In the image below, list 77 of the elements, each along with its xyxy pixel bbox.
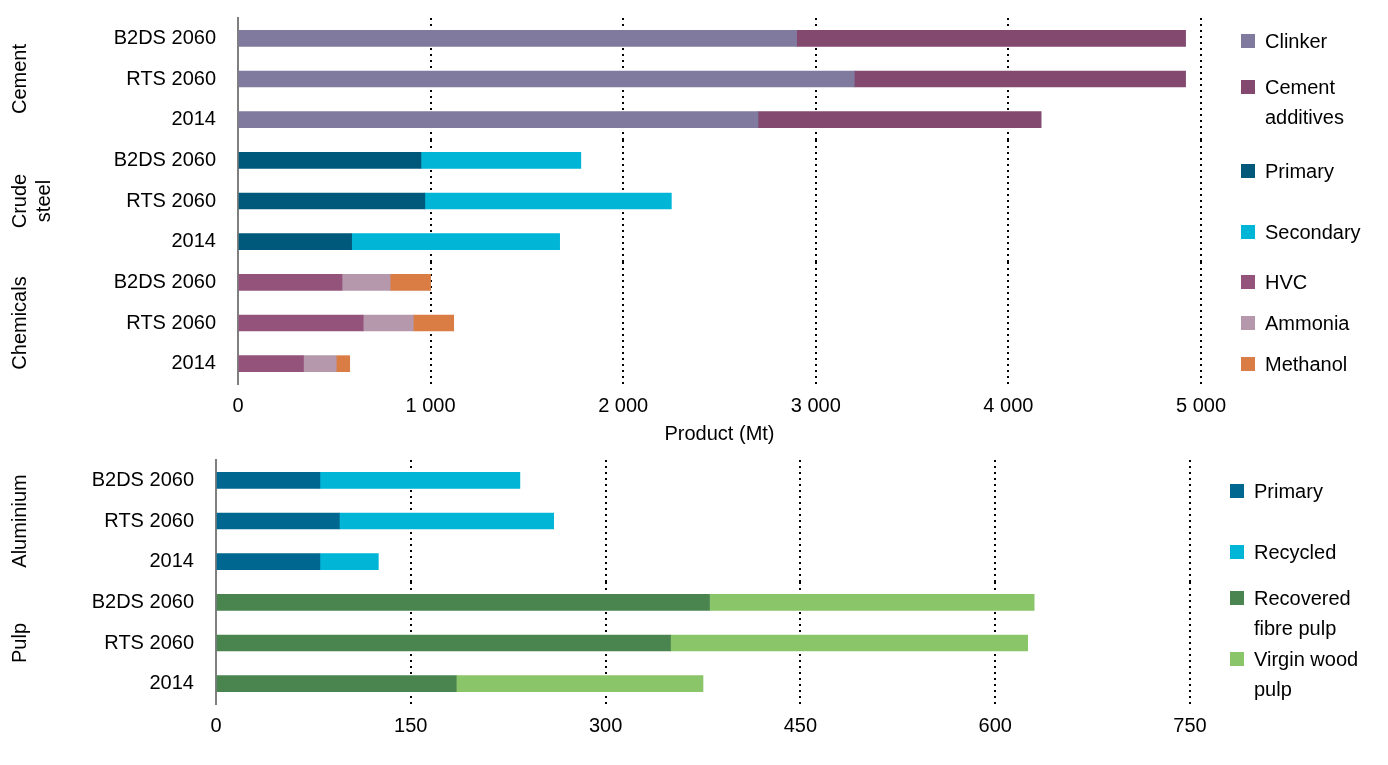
legend-label: Cement additives xyxy=(1265,75,1345,130)
x-tick-label: 450 xyxy=(783,713,818,736)
x-tick-label: 600 xyxy=(978,713,1012,736)
x-tick-label: 1 000 xyxy=(405,393,456,416)
bar xyxy=(341,274,391,291)
bar xyxy=(796,30,1186,47)
bar xyxy=(351,233,560,250)
bar xyxy=(424,192,672,210)
y-tick-label: B2DS 2060 xyxy=(91,467,194,490)
x-tick-label: 150 xyxy=(394,713,428,736)
x-axis-title: Product (Mt) xyxy=(664,421,775,444)
y-tick-label: RTS 2060 xyxy=(126,66,216,89)
y-axis-title: Crude steel xyxy=(7,173,54,229)
y-tick-label: B2DS 2060 xyxy=(113,269,216,292)
y-tick-label: RTS 2060 xyxy=(104,508,194,531)
bar xyxy=(709,594,1035,611)
y-tick-label: RTS 2060 xyxy=(126,310,216,333)
x-tick-label: 0 xyxy=(210,713,222,736)
y-tick-label: 2014 xyxy=(149,671,194,694)
legend-label: Primary xyxy=(1254,478,1323,504)
y-tick-label: 2014 xyxy=(171,351,216,374)
legend-label: Secondary xyxy=(1265,219,1361,245)
bar xyxy=(216,512,340,530)
bar xyxy=(362,314,414,332)
bar xyxy=(216,634,671,652)
bar xyxy=(412,314,455,332)
bar xyxy=(216,553,321,570)
bar xyxy=(303,355,337,372)
legend-label: Ammonia xyxy=(1265,311,1350,336)
x-tick-label: 3 000 xyxy=(790,393,841,416)
y-axis-title: Aluminium xyxy=(7,474,30,568)
y-tick-label: RTS 2060 xyxy=(126,188,216,211)
legend-label: HVC xyxy=(1265,270,1308,296)
bar xyxy=(216,472,321,489)
bar xyxy=(319,553,379,570)
legend-label: Recovered fibre pulp xyxy=(1254,585,1352,641)
bar xyxy=(238,192,426,210)
bar xyxy=(216,675,457,692)
x-tick-label: 4 000 xyxy=(983,393,1034,416)
bar xyxy=(238,355,304,372)
bar xyxy=(238,274,343,291)
bar xyxy=(335,355,351,372)
y-axis-title: Cement xyxy=(7,43,30,115)
bar xyxy=(216,594,710,611)
bar xyxy=(339,512,554,530)
x-tick-label: 2 000 xyxy=(598,393,649,416)
legend-label: Primary xyxy=(1265,158,1334,184)
x-tick-label: 300 xyxy=(588,713,623,736)
y-tick-label: 2014 xyxy=(171,229,216,252)
x-tick-label: 5 000 xyxy=(1175,393,1227,416)
bar xyxy=(238,152,422,169)
y-tick-label: B2DS 2060 xyxy=(113,147,216,170)
x-tick-label: 0 xyxy=(232,393,244,416)
legend-label: Virgin wood pulp xyxy=(1254,646,1360,702)
bar xyxy=(757,111,1042,128)
bar xyxy=(420,152,582,169)
bar xyxy=(455,675,704,692)
bar xyxy=(238,70,855,88)
bar xyxy=(238,111,759,128)
y-tick-label: 2014 xyxy=(149,549,194,572)
y-axis-title: Chemicals xyxy=(7,276,30,370)
y-tick-label: B2DS 2060 xyxy=(91,589,194,612)
legend-label: Methanol xyxy=(1265,351,1348,377)
bar xyxy=(238,233,352,250)
legend-label: Recycled xyxy=(1254,539,1337,565)
bar xyxy=(319,472,521,489)
legend-label: Clinker xyxy=(1265,29,1328,54)
y-tick-label: RTS 2060 xyxy=(104,630,194,653)
bar xyxy=(389,274,431,291)
y-axis-title: Pulp xyxy=(7,622,30,664)
y-tick-label: B2DS 2060 xyxy=(113,25,216,48)
bar xyxy=(238,30,797,47)
bar xyxy=(670,634,1028,652)
x-tick-label: 750 xyxy=(1173,713,1207,736)
bar xyxy=(853,70,1186,88)
bar xyxy=(238,314,364,332)
y-tick-label: 2014 xyxy=(171,107,216,130)
